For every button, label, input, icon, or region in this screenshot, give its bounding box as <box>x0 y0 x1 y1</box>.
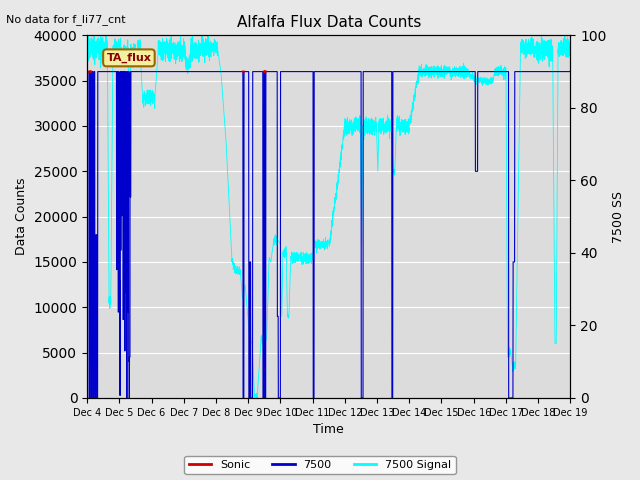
Y-axis label: 7500 SS: 7500 SS <box>612 191 625 242</box>
Legend: Sonic, 7500, 7500 Signal: Sonic, 7500, 7500 Signal <box>184 456 456 474</box>
Title: Alfalfa Flux Data Counts: Alfalfa Flux Data Counts <box>237 15 421 30</box>
Text: TA_flux: TA_flux <box>106 53 151 63</box>
X-axis label: Time: Time <box>314 423 344 436</box>
Y-axis label: Data Counts: Data Counts <box>15 178 28 255</box>
Text: No data for f_li77_cnt: No data for f_li77_cnt <box>6 14 126 25</box>
